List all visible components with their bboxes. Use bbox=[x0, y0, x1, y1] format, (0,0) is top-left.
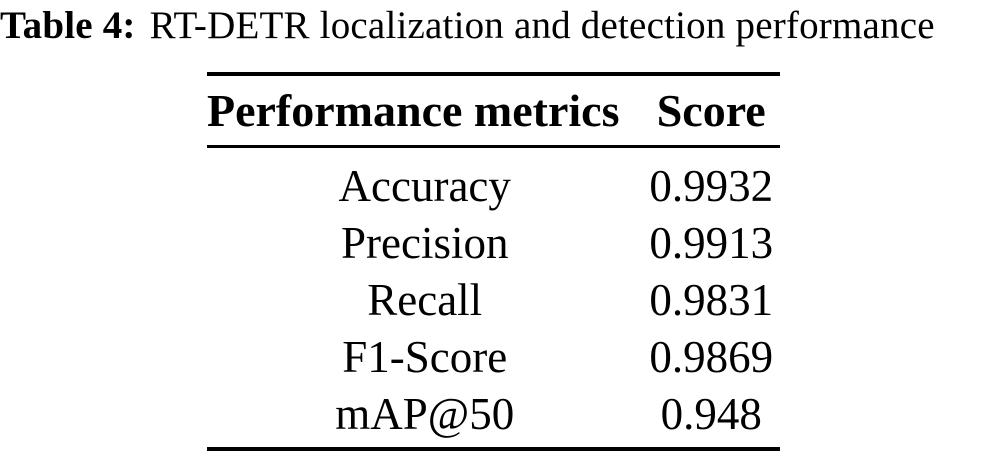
score-cell: 0.9869 bbox=[649, 331, 774, 382]
table-bottom-rule bbox=[207, 447, 780, 451]
column-header-metrics: Performance metrics bbox=[207, 85, 620, 136]
metric-cell: mAP@50 bbox=[335, 388, 515, 439]
metric-cell: Recall bbox=[367, 274, 483, 325]
table-body: Accuracy 0.9932 Precision 0.9913 Recall … bbox=[207, 148, 780, 447]
table-row: F1-Score 0.9869 bbox=[207, 328, 780, 385]
metric-cell: Precision bbox=[340, 217, 509, 268]
table-row: Accuracy 0.9932 bbox=[207, 157, 780, 214]
column-header-score: Score bbox=[656, 85, 766, 136]
table-row: Precision 0.9913 bbox=[207, 214, 780, 271]
table-row: Recall 0.9831 bbox=[207, 271, 780, 328]
table-row: mAP@50 0.948 bbox=[207, 385, 780, 442]
metric-cell: Accuracy bbox=[338, 160, 511, 211]
table-header-rule bbox=[207, 145, 780, 148]
score-cell: 0.9831 bbox=[649, 274, 774, 325]
performance-table: Performance metrics Score Accuracy 0.993… bbox=[207, 72, 780, 451]
caption-label: Table 4: bbox=[0, 4, 136, 47]
score-cell: 0.9932 bbox=[649, 160, 774, 211]
table-caption: Table 4: RT-DETR localization and detecti… bbox=[0, 1, 987, 51]
table-top-rule bbox=[207, 72, 780, 76]
score-cell: 0.948 bbox=[660, 388, 762, 439]
score-cell: 0.9913 bbox=[649, 217, 774, 268]
table-header-row: Performance metrics Score bbox=[207, 76, 780, 145]
metric-cell: F1-Score bbox=[342, 331, 508, 382]
caption-title: RT-DETR localization and detection perfo… bbox=[149, 4, 935, 47]
